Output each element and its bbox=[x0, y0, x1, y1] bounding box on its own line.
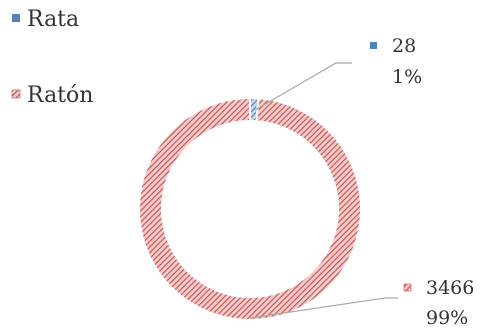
data-label-rata: 28 1% bbox=[370, 35, 422, 88]
slice-raton bbox=[138, 96, 362, 321]
data-label-raton: 3466 99% bbox=[403, 277, 474, 329]
legend: Rata Ratón bbox=[11, 7, 93, 108]
slices bbox=[138, 96, 362, 321]
legend-item-rata: Rata bbox=[12, 7, 79, 32]
data-label-swatch-rata bbox=[370, 42, 377, 49]
legend-swatch-raton bbox=[11, 89, 21, 99]
legend-label-raton: Ratón bbox=[27, 83, 93, 108]
legend-label-rata: Rata bbox=[27, 7, 79, 32]
legend-swatch-rata bbox=[12, 14, 20, 22]
legend-item-raton: Ratón bbox=[11, 83, 93, 108]
data-label-value-rata: 28 bbox=[392, 35, 416, 57]
data-label-value-raton: 3466 bbox=[426, 277, 474, 299]
data-label-swatch-raton bbox=[403, 283, 412, 292]
data-label-percent-rata: 1% bbox=[392, 66, 422, 88]
leader-line-rata bbox=[254, 62, 352, 111]
data-label-percent-raton: 99% bbox=[426, 307, 468, 329]
leader-line-raton bbox=[249, 297, 398, 319]
